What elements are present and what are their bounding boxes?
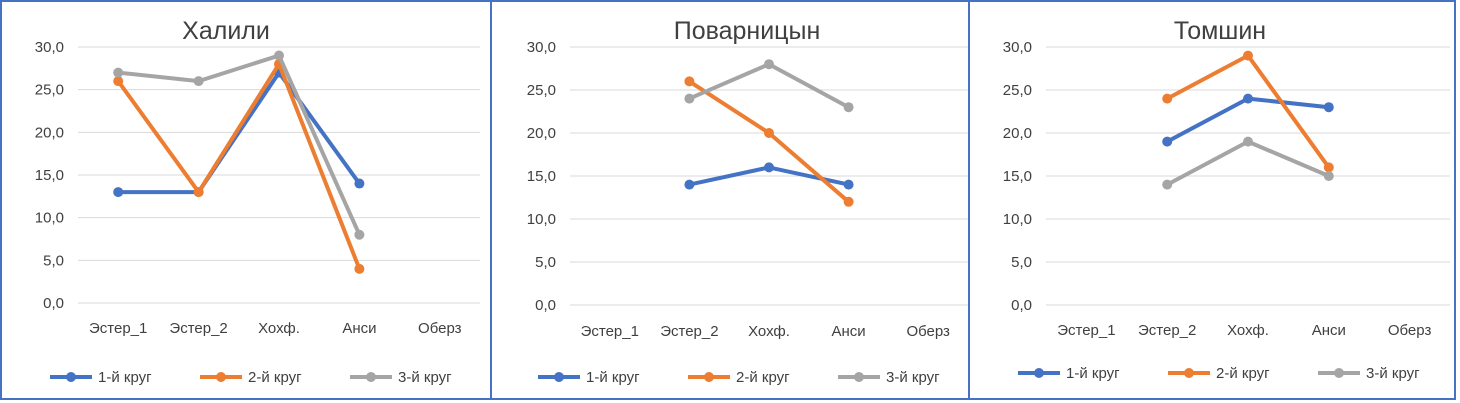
data-point: [113, 67, 124, 78]
y-tick-label: 25,0: [35, 82, 64, 99]
y-tick-label: 30,0: [527, 39, 556, 56]
data-point: [764, 59, 774, 70]
y-tick-label: 0,0: [1011, 297, 1032, 314]
legend-marker: [216, 372, 226, 382]
data-point: [274, 50, 284, 61]
legend-label: 3-й круг: [1366, 365, 1420, 382]
legend-marker: [1334, 368, 1344, 378]
legend-marker: [1034, 368, 1044, 378]
data-point: [843, 196, 854, 207]
data-point: [1323, 162, 1334, 173]
legend-marker: [554, 372, 564, 382]
chart-title: Томшин: [1174, 17, 1266, 45]
y-tick-label: 20,0: [35, 124, 64, 141]
data-point: [1243, 50, 1253, 61]
legend-label: 3-й круг: [886, 369, 940, 386]
series-line: [687, 62, 851, 110]
chart-svg-povarnitsyn: Поварницын 0,0 5,0 10,0 15,0 20,0 25,0 30,0 Эсте…: [527, 17, 968, 386]
y-tick-label: 0,0: [535, 297, 556, 314]
series-line: [1165, 139, 1331, 187]
x-tick-label: Оберз: [1388, 322, 1432, 339]
legend-label: 3-й круг: [398, 369, 452, 386]
data-point: [1162, 179, 1173, 190]
chart-svg-khalili: Халили 0,0 5,0 10,0 15,0 20,0 25,0 30,0 Эстер_1 Э…: [35, 17, 480, 386]
data-point: [764, 162, 774, 173]
chart-title: Халили: [182, 17, 270, 45]
legend-marker: [704, 372, 714, 382]
legend-marker: [854, 372, 864, 382]
y-tick-label: 15,0: [35, 167, 64, 184]
data-point: [1162, 136, 1173, 147]
x-tick-label: Эстер_2: [169, 320, 227, 337]
series-line: [116, 62, 362, 271]
data-point: [113, 187, 124, 198]
y-tick-label: 10,0: [527, 211, 556, 228]
legend-label: 1-й круг: [98, 369, 152, 386]
y-tick-label: 20,0: [1003, 125, 1032, 142]
data-point: [193, 187, 204, 198]
x-tick-label: Анси: [832, 323, 866, 340]
data-point: [1243, 93, 1253, 104]
y-tick-label: 5,0: [43, 252, 64, 269]
legend-label: 1-й круг: [1066, 365, 1120, 382]
y-tick-label: 20,0: [527, 125, 556, 142]
legend-label: 2-й круг: [736, 369, 790, 386]
data-point: [1323, 171, 1334, 181]
x-tick-label: Эстер_1: [89, 320, 147, 337]
legend-label: 2-й круг: [1216, 365, 1270, 382]
series-line: [116, 70, 362, 195]
legend-marker: [366, 372, 376, 382]
x-tick-label: Хохф.: [748, 323, 790, 340]
data-point: [354, 229, 365, 240]
x-tick-label: Хохф.: [258, 320, 300, 337]
data-point: [843, 102, 854, 113]
data-point: [113, 76, 124, 87]
y-tick-label: 0,0: [43, 295, 64, 312]
x-tick-label: Оберз: [418, 320, 462, 337]
x-tick-label: Анси: [342, 320, 376, 337]
data-point: [193, 76, 204, 87]
x-tick-label: Анси: [1312, 322, 1346, 339]
chart-title: Поварницын: [674, 17, 821, 45]
data-point: [843, 179, 854, 190]
data-point: [1323, 102, 1334, 113]
x-tick-label: Оберз: [906, 323, 950, 340]
y-tick-label: 30,0: [1003, 39, 1032, 56]
chart-panel-tomshin: Томшин 0,0 5,0 10,0 15,0 20,0 25,0 30,0 Эстер_1 Э…: [968, 0, 1456, 400]
series-line: [1165, 53, 1331, 170]
series-line: [687, 79, 851, 204]
y-tick-label: 5,0: [1011, 254, 1032, 271]
y-tick-label: 15,0: [527, 168, 556, 185]
y-tick-label: 25,0: [1003, 82, 1032, 99]
series-line: [116, 53, 362, 237]
x-tick-label: Эстер_1: [1057, 322, 1115, 339]
data-point: [684, 93, 695, 104]
chart-panel-povarnitsyn: Поварницын 0,0 5,0 10,0 15,0 20,0 25,0 30,0 Эсте…: [490, 0, 970, 400]
legend-label: 1-й круг: [586, 369, 640, 386]
data-point: [684, 76, 695, 87]
y-tick-label: 5,0: [535, 254, 556, 271]
data-point: [354, 263, 365, 274]
chart-panel-khalili: Халили 0,0 5,0 10,0 15,0 20,0 25,0 30,0 Эстер_1 Э…: [0, 0, 492, 400]
data-point: [764, 128, 774, 138]
data-point: [684, 179, 695, 190]
data-point: [1243, 136, 1253, 147]
legend-marker: [1184, 368, 1194, 378]
y-tick-label: 25,0: [527, 82, 556, 99]
y-tick-label: 10,0: [35, 210, 64, 227]
y-tick-label: 30,0: [35, 39, 64, 56]
legend-marker: [66, 372, 76, 382]
legend-label: 2-й круг: [248, 369, 302, 386]
data-point: [354, 178, 365, 189]
x-tick-label: Эстер_2: [1138, 322, 1196, 339]
chart-svg-tomshin: Томшин 0,0 5,0 10,0 15,0 20,0 25,0 30,0 Эстер_1 Э…: [1003, 17, 1450, 382]
y-tick-label: 15,0: [1003, 168, 1032, 185]
y-tick-label: 10,0: [1003, 211, 1032, 228]
x-tick-label: Эстер_1: [581, 323, 639, 340]
x-tick-label: Эстер_2: [660, 323, 718, 340]
data-point: [1162, 93, 1173, 104]
x-tick-label: Хохф.: [1227, 322, 1269, 339]
